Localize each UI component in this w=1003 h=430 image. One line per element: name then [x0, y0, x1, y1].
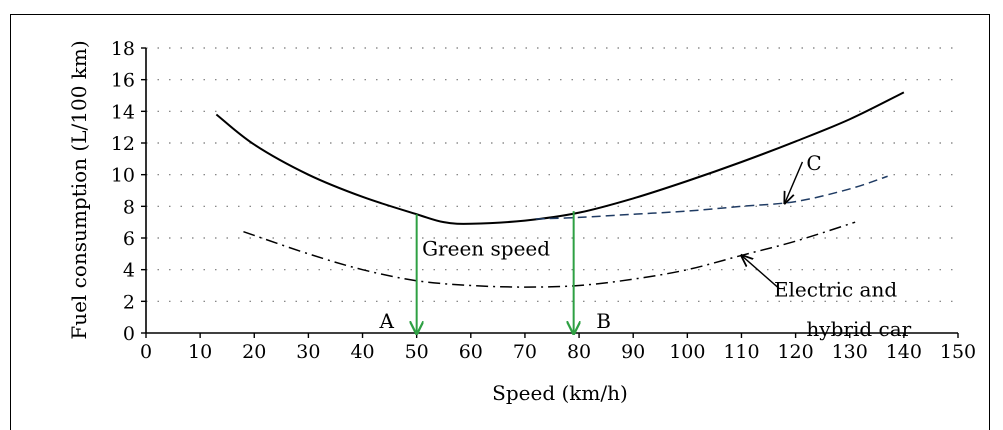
series-line-solid [215, 91, 905, 225]
x-tick-label-50: 50 [405, 341, 429, 363]
annotation-0: Green speed [422, 236, 550, 260]
y-tick-label-6: 6 [123, 228, 135, 250]
y-tick-labels: 0 2 4 6 8 10 12 14 16 18 [111, 38, 135, 345]
x-axis-label: Speed (km/h) [492, 381, 628, 405]
x-tick-label-0: 0 [140, 341, 152, 363]
x-tick-labels: 0 10 20 30 40 50 60 70 80 90 100 110 120 130 140 150 [140, 341, 976, 363]
series-line-dashed [535, 175, 888, 220]
y-tick-label-10: 10 [111, 165, 135, 187]
x-tick-label-30: 30 [296, 341, 320, 363]
x-tick-label-10: 10 [188, 341, 212, 363]
x-tick-label-20: 20 [242, 341, 266, 363]
y-tick-label-8: 8 [123, 196, 135, 218]
x-tick-label-70: 70 [513, 341, 537, 363]
marker-label-A: A [378, 309, 394, 333]
grid-lines [146, 47, 958, 302]
y-tick-label-14: 14 [111, 101, 135, 123]
annotations: Green speed C Electric and hybrid car [422, 151, 912, 341]
chart-frame [10, 14, 990, 430]
x-tick-label-150: 150 [940, 341, 976, 363]
y-tick-label-16: 16 [111, 70, 135, 92]
y-tick-label-0: 0 [123, 323, 135, 345]
annotation-1: C [806, 151, 821, 175]
annotation-3: hybrid car [806, 317, 911, 341]
x-tick-label-100: 100 [669, 341, 705, 363]
annotation-2: Electric and [774, 278, 897, 302]
x-tick-label-90: 90 [621, 341, 645, 363]
series-lines [215, 91, 905, 288]
y-tick-label-12: 12 [111, 133, 135, 155]
x-tick-label-120: 120 [777, 341, 813, 363]
x-tick-label-130: 130 [832, 341, 868, 363]
y-axis-label: Fuel consumption (L/100 km) [67, 40, 91, 339]
y-tick-label-2: 2 [123, 291, 135, 313]
x-tick-label-140: 140 [886, 341, 922, 363]
x-tick-label-60: 60 [459, 341, 483, 363]
x-tick-label-40: 40 [350, 341, 374, 363]
x-tick-label-80: 80 [567, 341, 591, 363]
y-tick-label-4: 4 [123, 260, 135, 282]
x-tick-label-110: 110 [723, 341, 759, 363]
y-tick-label-18: 18 [111, 38, 135, 60]
annotation-arrow-4 [741, 255, 780, 290]
marker-label-B: B [596, 309, 611, 333]
annotation-arrow-1 [785, 161, 804, 203]
